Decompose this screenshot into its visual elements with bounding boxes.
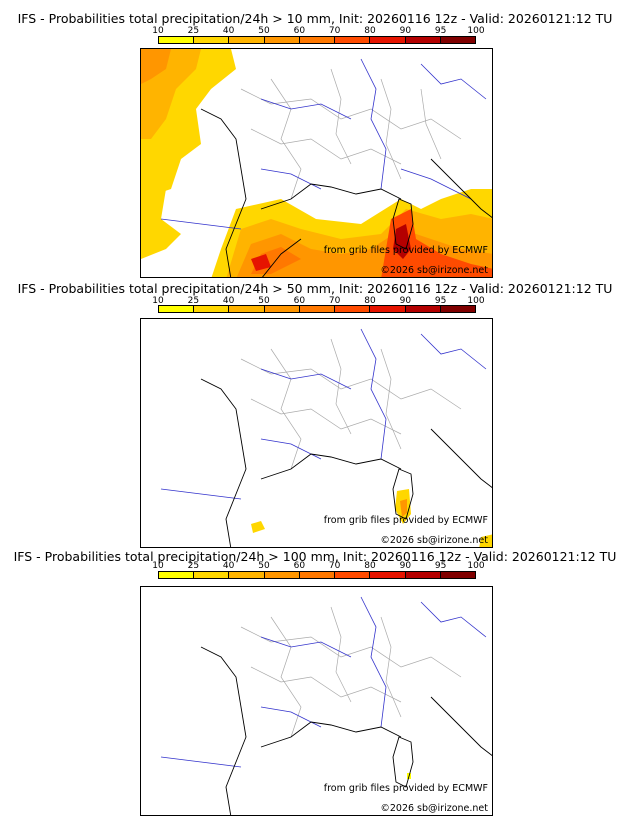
credit-author: ©2026 sb@irizone.net [380,535,488,546]
borders [240,338,462,470]
colorbar-ticks: 10 25 40 50 60 70 80 90 95 100 [148,561,488,571]
precip-map [160,596,492,815]
colorbar-tick-label: 50 [258,561,270,571]
colorbar-tick-label: 50 [258,296,270,306]
rivers [160,58,487,230]
colorbar-tick-label: 95 [434,561,447,571]
colorbar-tick-label: 60 [293,26,306,36]
colorbar-tick-label: 95 [434,26,447,36]
credit-author: ©2026 sb@irizone.net [380,265,488,276]
colorbar-tick-label: 60 [293,561,306,571]
colorbar-segment [335,37,371,43]
colorbar-tick-label: 80 [364,296,376,306]
credit-author: ©2026 sb@irizone.net [380,803,488,814]
panel-title: IFS - Probabilities total precipitation/… [13,549,617,564]
colorbar-segment [440,572,475,578]
map: from grib files provided by ECMWF ©2026 … [140,586,493,816]
colorbar-tick-label: 100 [467,26,485,36]
colorbar-segment [335,572,371,578]
colorbar-segment [370,306,406,312]
colorbar-tick-label: 40 [222,26,235,36]
colorbar-segment [440,37,475,43]
precip-map [141,49,492,277]
rivers [160,596,487,768]
colorbar-tick-label: 25 [187,26,200,36]
colorbar-tick-label: 10 [152,296,164,306]
colorbar-segment [159,37,195,43]
credit-source: from grib files provided by ECMWF [323,783,488,794]
panel-100mm: IFS - Probabilities total precipitation/… [0,538,630,828]
colorbar-segment [264,306,300,312]
coastline [200,646,492,815]
credit-source: from grib files provided by ECMWF [323,245,488,256]
colorbar-tick-label: 40 [222,296,235,306]
colorbar-segment [299,37,336,43]
panel-title: IFS - Probabilities total precipitation/… [17,281,613,296]
panel-title: IFS - Probabilities total precipitation/… [17,11,613,26]
map: from grib files provided by ECMWF ©2026 … [140,318,493,548]
colorbar [158,36,476,44]
colorbar-segment [194,37,230,43]
colorbar-tick-label: 80 [364,26,376,36]
colorbar-segment [405,572,441,578]
colorbar-segment [264,572,300,578]
colorbar-tick-label: 60 [293,296,306,306]
colorbar-segment [299,306,336,312]
colorbar-tick-label: 90 [399,296,412,306]
colorbar-segment [229,37,265,43]
colorbar-tick-label: 10 [152,561,164,571]
colorbar-segment [405,37,441,43]
colorbar-tick-label: 90 [399,561,412,571]
colorbar-segment [370,37,406,43]
colorbar-tick-label: 95 [434,296,447,306]
colorbar-tick-label: 70 [328,296,341,306]
credit-source: from grib files provided by ECMWF [323,515,488,526]
colorbar-segment [159,572,195,578]
colorbar-segment [370,572,406,578]
colorbar-ticks: 10 25 40 50 60 70 80 90 95 100 [148,26,488,36]
precip-map [160,328,492,547]
colorbar-tick-label: 25 [187,296,200,306]
colorbar-segment [229,306,265,312]
panel-10mm: IFS - Probabilities total precipitation/… [0,0,630,280]
rivers [160,328,487,500]
colorbar-segment [335,306,371,312]
colorbar-segment [405,306,441,312]
panel-50mm: IFS - Probabilities total precipitation/… [0,270,630,550]
colorbar-tick-label: 100 [467,561,485,571]
colorbar-tick-label: 90 [399,26,412,36]
colorbar-segment [194,572,230,578]
borders [240,606,462,738]
coastline [200,378,492,547]
colorbar-tick-label: 70 [328,561,341,571]
colorbar-segment [440,306,475,312]
colorbar [158,305,476,313]
borders [240,68,462,200]
colorbar-tick-label: 100 [467,296,485,306]
precip-field [141,49,492,277]
colorbar-tick-label: 25 [187,561,200,571]
map: from grib files provided by ECMWF ©2026 … [140,48,493,278]
colorbar-segment [299,572,336,578]
colorbar-tick-label: 50 [258,26,270,36]
colorbar-segment [194,306,230,312]
colorbar-segment [229,572,265,578]
colorbar-tick-label: 80 [364,561,376,571]
colorbar-segment [159,306,195,312]
colorbar-ticks: 10 25 40 50 60 70 80 90 95 100 [148,296,488,306]
colorbar-tick-label: 40 [222,561,235,571]
colorbar-tick-label: 10 [152,26,164,36]
coastline [200,108,492,277]
colorbar-tick-label: 70 [328,26,341,36]
colorbar-segment [264,37,300,43]
colorbar [158,571,476,579]
